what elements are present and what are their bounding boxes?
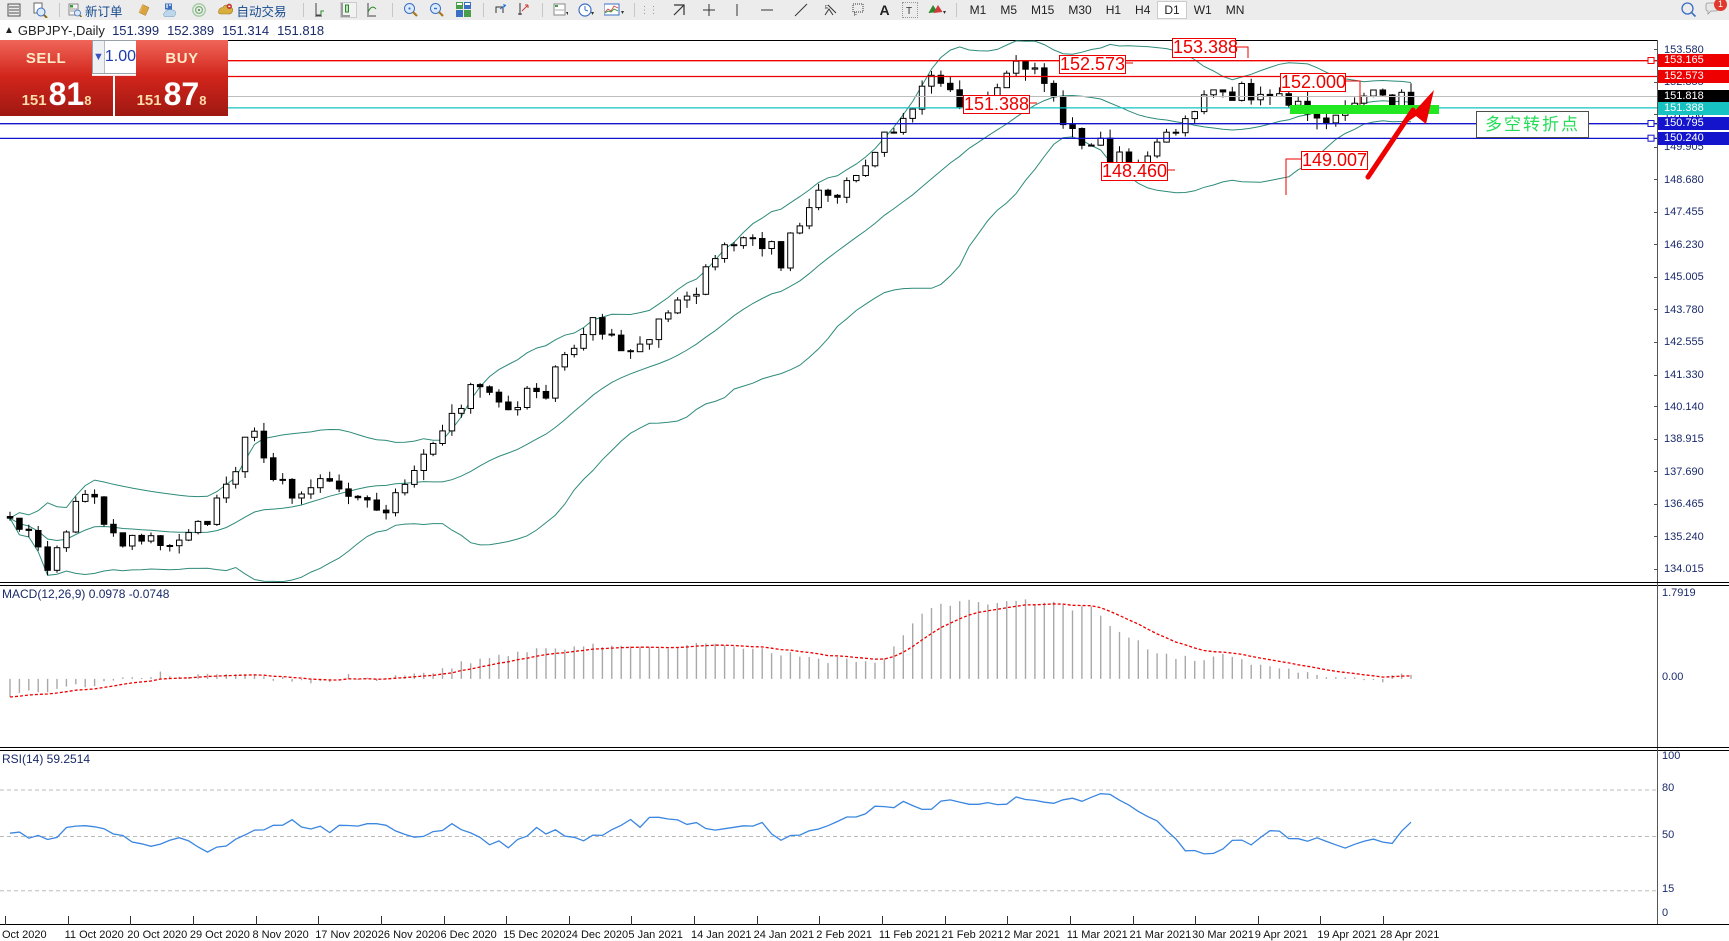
svg-text:▾: ▾: [566, 11, 568, 17]
svg-text:F: F: [854, 12, 857, 17]
svg-text:T: T: [906, 6, 912, 17]
svg-text:▾: ▾: [591, 11, 594, 17]
svg-text:▾: ▾: [621, 10, 624, 16]
svg-text:▾: ▾: [943, 10, 946, 16]
